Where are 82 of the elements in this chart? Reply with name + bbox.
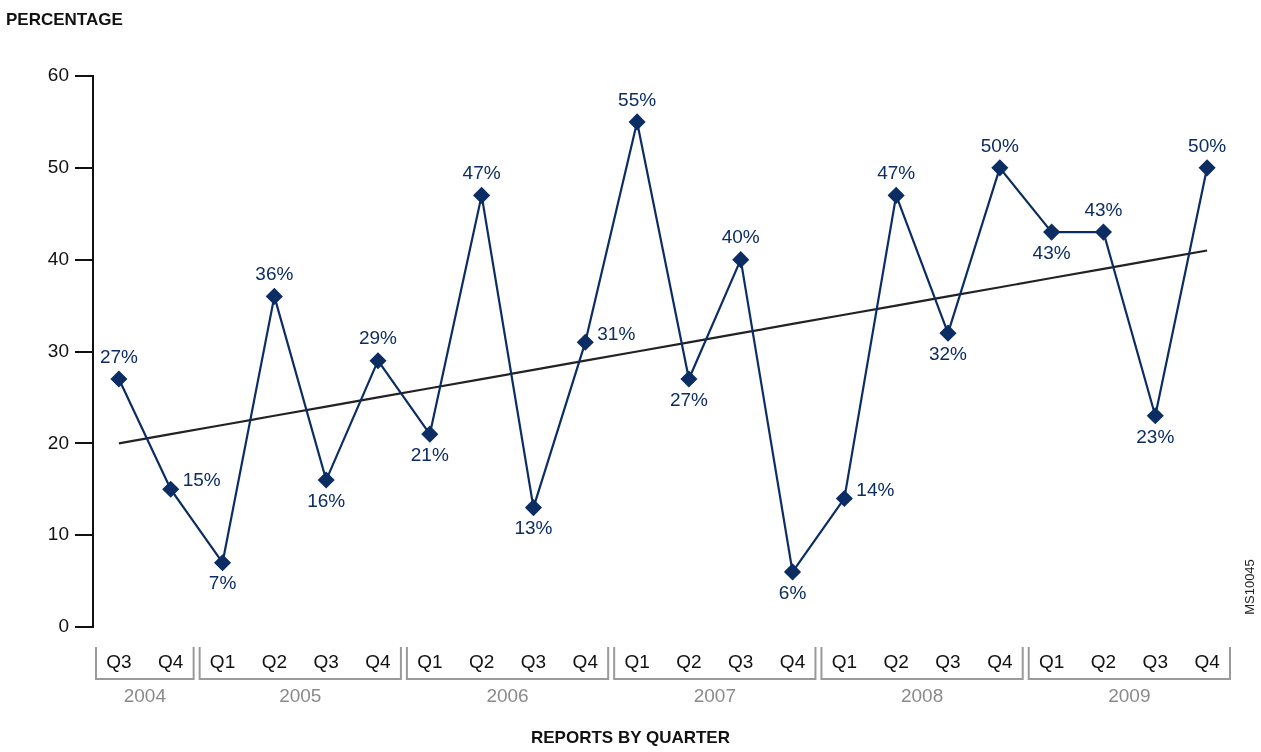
x-tick-label: Q3	[728, 650, 754, 672]
data-label: 40%	[721, 226, 760, 248]
text: 2006	[486, 685, 529, 707]
x-tick-label: Q2	[676, 650, 702, 672]
x-tick-label: Q3	[106, 650, 132, 672]
x-tick-label: Q2	[883, 650, 909, 672]
x-axis-title: REPORTS BY QUARTER	[530, 728, 731, 748]
data-label: 43%	[1084, 198, 1123, 220]
point	[525, 499, 542, 516]
data-label: 27%	[99, 345, 139, 367]
data-label: 29%	[358, 327, 398, 349]
point	[266, 288, 283, 305]
x-tick-label: Q3	[1142, 650, 1168, 672]
point	[836, 490, 853, 507]
point	[680, 370, 698, 388]
data-label: 7%	[208, 572, 237, 594]
point	[421, 426, 438, 443]
y-axis-title: PERCENTAGE	[6, 10, 123, 30]
point	[318, 471, 335, 489]
y-tick-label: 50	[47, 156, 69, 178]
data-label: 47%	[877, 162, 916, 184]
point	[577, 334, 594, 351]
data-label: 50%	[980, 134, 1019, 156]
point	[214, 554, 231, 571]
x-tick-label: Q4	[1194, 650, 1221, 672]
point	[162, 481, 179, 498]
point	[369, 352, 387, 369]
data-label: 21%	[410, 443, 449, 465]
point	[939, 325, 957, 342]
x-tick-label: Q4	[158, 650, 184, 672]
y-tick-label: 20	[47, 431, 69, 453]
point	[1198, 159, 1216, 176]
x-tick-label: Q1	[417, 650, 443, 672]
x-tick-label: Q3	[313, 650, 339, 672]
point	[1147, 407, 1164, 424]
y-tick-label: 0	[58, 615, 69, 637]
text: 2005	[279, 685, 322, 707]
y-tick-label: 60	[47, 64, 69, 86]
data-label: 23%	[1136, 425, 1175, 447]
data-label: 6%	[778, 581, 807, 603]
data-label: 16%	[307, 489, 346, 511]
point	[1043, 224, 1060, 241]
data-label: 31%	[597, 322, 636, 344]
data-label: 27%	[669, 388, 709, 410]
text: MS10045	[1241, 559, 1257, 615]
data-label: 13%	[514, 517, 553, 539]
x-tick-label: Q3	[935, 650, 961, 672]
data-label: 50%	[1188, 134, 1227, 156]
point	[991, 159, 1008, 176]
y-tick-label: 40	[47, 247, 69, 269]
data-label: 47%	[462, 162, 501, 184]
x-tick-label: Q1	[1038, 650, 1065, 672]
data-label: 36%	[255, 263, 294, 285]
point	[732, 251, 749, 268]
x-tick-label: Q4	[987, 650, 1013, 672]
x-tick-label: Q4	[365, 650, 392, 672]
x-tick-label: Q4	[779, 650, 806, 672]
x-tick-label: Q1	[209, 650, 236, 672]
x-tick-label: Q2	[261, 650, 288, 672]
y-tick-label: 10	[47, 523, 69, 545]
x-tick-label: Q1	[831, 650, 858, 672]
data-label: 14%	[856, 478, 895, 500]
x-tick-label: Q2	[468, 650, 495, 672]
y-tick-label: 30	[47, 339, 69, 361]
point	[628, 113, 646, 131]
data-label: 43%	[1032, 241, 1071, 263]
point	[1095, 224, 1112, 241]
text: 2009	[1108, 685, 1151, 707]
point	[784, 563, 801, 580]
text: 2004	[123, 685, 167, 707]
x-tick-label: Q1	[624, 650, 650, 672]
x-tick-label: Q3	[520, 650, 547, 672]
data-label: 32%	[928, 342, 968, 364]
data-label: 55%	[618, 88, 657, 110]
x-tick-label: Q2	[1090, 650, 1117, 672]
point	[473, 187, 490, 204]
point	[888, 187, 905, 204]
text: 2007	[693, 685, 736, 707]
text: 2008	[900, 685, 944, 707]
point	[110, 370, 128, 388]
data-label: 15%	[182, 469, 221, 491]
x-tick-label: Q4	[572, 650, 599, 672]
